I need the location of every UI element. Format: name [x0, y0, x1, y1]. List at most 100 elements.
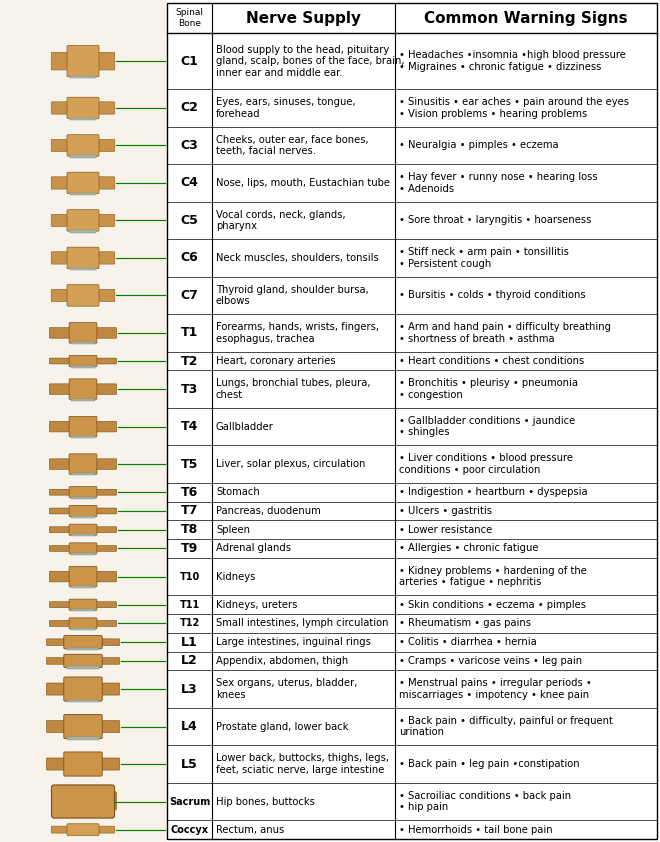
- FancyBboxPatch shape: [100, 758, 119, 770]
- Text: T12: T12: [180, 618, 199, 628]
- FancyBboxPatch shape: [100, 639, 119, 646]
- Text: Vocal cords, neck, glands,
pharynx: Vocal cords, neck, glands, pharynx: [216, 210, 346, 232]
- Bar: [71, 365, 95, 368]
- FancyBboxPatch shape: [79, 141, 87, 150]
- Text: Gallbladder: Gallbladder: [216, 422, 274, 432]
- Text: T3: T3: [181, 382, 198, 396]
- FancyBboxPatch shape: [96, 621, 117, 626]
- FancyBboxPatch shape: [96, 527, 117, 533]
- Text: C7: C7: [181, 289, 199, 302]
- Text: Nerve Supply: Nerve Supply: [246, 10, 361, 25]
- Bar: [70, 268, 96, 270]
- FancyBboxPatch shape: [96, 421, 117, 432]
- FancyBboxPatch shape: [50, 328, 71, 338]
- FancyBboxPatch shape: [46, 758, 65, 770]
- Text: Adrenal glands: Adrenal glands: [216, 543, 291, 553]
- Text: Common Warning Signs: Common Warning Signs: [424, 10, 628, 25]
- Text: L1: L1: [181, 636, 198, 648]
- Text: C2: C2: [181, 102, 199, 115]
- Text: T4: T4: [181, 420, 198, 433]
- Text: Kidneys, ureters: Kidneys, ureters: [216, 600, 298, 610]
- Bar: [71, 436, 95, 438]
- FancyBboxPatch shape: [46, 721, 65, 733]
- Text: Neck muscles, shoulders, tonsils: Neck muscles, shoulders, tonsils: [216, 253, 379, 263]
- FancyBboxPatch shape: [79, 216, 87, 225]
- Text: C6: C6: [181, 252, 199, 264]
- Text: • Rheumatism • gas pains: • Rheumatism • gas pains: [399, 618, 531, 628]
- Text: Pancreas, duodenum: Pancreas, duodenum: [216, 506, 321, 516]
- FancyBboxPatch shape: [96, 358, 117, 364]
- FancyBboxPatch shape: [67, 823, 99, 835]
- FancyBboxPatch shape: [51, 52, 69, 70]
- FancyBboxPatch shape: [97, 290, 115, 301]
- FancyBboxPatch shape: [79, 179, 87, 187]
- Text: • Colitis • diarrhea • hernia: • Colitis • diarrhea • hernia: [399, 637, 537, 647]
- Text: Kidneys: Kidneys: [216, 572, 255, 582]
- Text: C4: C4: [181, 177, 199, 189]
- Text: Nose, lips, mouth, Eustachian tube: Nose, lips, mouth, Eustachian tube: [216, 178, 390, 188]
- FancyBboxPatch shape: [67, 97, 99, 119]
- FancyBboxPatch shape: [69, 487, 97, 498]
- FancyBboxPatch shape: [46, 683, 65, 695]
- FancyBboxPatch shape: [79, 253, 87, 262]
- Text: Sacrum: Sacrum: [169, 797, 210, 807]
- FancyBboxPatch shape: [51, 826, 69, 833]
- Text: Prostate gland, lower back: Prostate gland, lower back: [216, 722, 348, 732]
- FancyBboxPatch shape: [51, 290, 69, 301]
- FancyBboxPatch shape: [50, 571, 71, 582]
- Text: T1: T1: [181, 327, 198, 339]
- Text: • Menstrual pains • irregular periods •
miscarriages • impotency • knee pain: • Menstrual pains • irregular periods • …: [399, 679, 592, 700]
- Text: • Hemorrhoids • tail bone pain: • Hemorrhoids • tail bone pain: [399, 824, 552, 834]
- FancyBboxPatch shape: [96, 508, 117, 514]
- Text: T2: T2: [181, 354, 198, 367]
- FancyBboxPatch shape: [96, 459, 117, 469]
- Text: Blood supply to the head, pituitary
gland, scalp, bones of the face, brain,
inne: Blood supply to the head, pituitary glan…: [216, 45, 405, 77]
- FancyBboxPatch shape: [69, 322, 97, 344]
- Text: T9: T9: [181, 542, 198, 555]
- Text: • Lower resistance: • Lower resistance: [399, 525, 492, 535]
- Text: • Back pain • leg pain •constipation: • Back pain • leg pain •constipation: [399, 759, 579, 769]
- FancyBboxPatch shape: [96, 791, 117, 810]
- Bar: [71, 535, 95, 536]
- Text: • Skin conditions • eczema • pimples: • Skin conditions • eczema • pimples: [399, 600, 586, 610]
- FancyBboxPatch shape: [51, 139, 69, 152]
- FancyBboxPatch shape: [53, 791, 73, 810]
- Bar: [71, 515, 95, 518]
- FancyBboxPatch shape: [69, 618, 97, 629]
- FancyBboxPatch shape: [69, 543, 97, 554]
- FancyBboxPatch shape: [97, 252, 115, 264]
- Text: T6: T6: [181, 486, 198, 498]
- FancyBboxPatch shape: [67, 210, 99, 232]
- Bar: [67, 738, 99, 740]
- FancyBboxPatch shape: [50, 602, 71, 608]
- Text: • Sacroiliac conditions • back pain
• hip pain: • Sacroiliac conditions • back pain • hi…: [399, 791, 571, 813]
- Bar: [0, 0, 167, 842]
- Text: L5: L5: [181, 758, 198, 770]
- Text: • Kidney problems • hardening of the
arteries • fatigue • nephritis: • Kidney problems • hardening of the art…: [399, 566, 587, 588]
- FancyBboxPatch shape: [69, 505, 97, 516]
- FancyBboxPatch shape: [51, 252, 69, 264]
- Text: • Allergies • chronic fatigue: • Allergies • chronic fatigue: [399, 543, 539, 553]
- Text: T8: T8: [181, 523, 198, 536]
- FancyBboxPatch shape: [50, 546, 71, 552]
- FancyBboxPatch shape: [69, 379, 97, 399]
- Bar: [67, 666, 99, 669]
- FancyBboxPatch shape: [96, 546, 117, 552]
- FancyBboxPatch shape: [64, 654, 102, 668]
- Text: Stomach: Stomach: [216, 488, 260, 498]
- FancyBboxPatch shape: [50, 621, 71, 626]
- FancyBboxPatch shape: [97, 826, 115, 833]
- Text: Eyes, ears, sinuses, tongue,
forehead: Eyes, ears, sinuses, tongue, forehead: [216, 97, 356, 119]
- Bar: [71, 398, 95, 401]
- FancyBboxPatch shape: [51, 214, 69, 226]
- Bar: [71, 343, 95, 344]
- Text: • Hay fever • runny nose • hearing loss
• Adenoids: • Hay fever • runny nose • hearing loss …: [399, 172, 597, 194]
- FancyBboxPatch shape: [100, 683, 119, 695]
- FancyBboxPatch shape: [69, 600, 97, 610]
- FancyBboxPatch shape: [96, 602, 117, 608]
- Text: Large intestines, inguinal rings: Large intestines, inguinal rings: [216, 637, 371, 647]
- Text: Hip bones, buttocks: Hip bones, buttocks: [216, 797, 315, 807]
- FancyBboxPatch shape: [79, 828, 87, 832]
- Text: Lungs, bronchial tubes, pleura,
chest: Lungs, bronchial tubes, pleura, chest: [216, 378, 370, 400]
- Bar: [71, 610, 95, 611]
